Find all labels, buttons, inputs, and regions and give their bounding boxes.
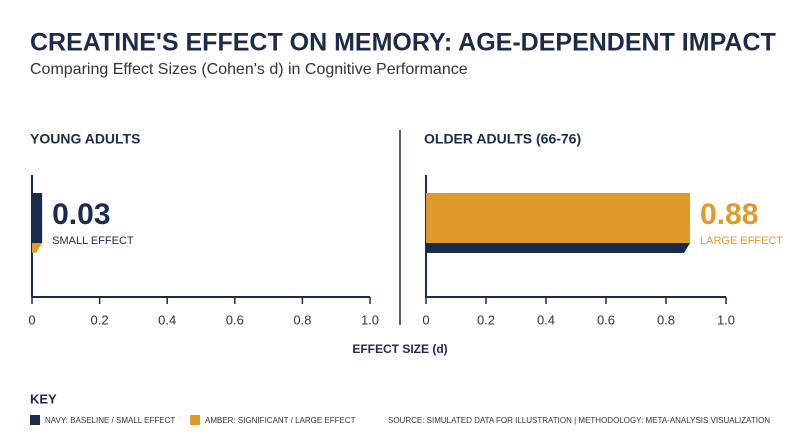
title: CREATINE'S EFFECT ON MEMORY: AGE-DEPENDE… — [30, 29, 776, 57]
x-tick-label: 0 — [28, 312, 35, 327]
value-label: 0.88 — [700, 198, 758, 231]
subtitle: Comparing Effect Sizes (Cohen's d) in Co… — [30, 61, 468, 78]
key-title: KEY — [30, 391, 57, 406]
x-tick-label: 0.6 — [597, 312, 615, 327]
x-tick-label: 0.2 — [477, 312, 495, 327]
value-label: 0.03 — [52, 198, 110, 231]
bar — [426, 193, 690, 243]
x-tick-label: 0.2 — [91, 312, 109, 327]
x-tick-label: 0.4 — [537, 312, 555, 327]
annotation: LARGE EFFECT — [700, 235, 783, 247]
x-tick-label: 0.4 — [158, 312, 176, 327]
key-swatch — [190, 415, 200, 425]
key-label: NAVY: BASELINE / SMALL EFFECT — [45, 416, 175, 425]
panel-title: OLDER ADULTS (66-76) — [424, 131, 581, 147]
x-tick-label: 0 — [422, 312, 429, 327]
x-axis-label: EFFECT SIZE (d) — [352, 342, 447, 356]
x-tick-label: 0.8 — [293, 312, 311, 327]
key-swatch — [30, 415, 40, 425]
bar-shadow — [32, 243, 43, 253]
bar — [32, 193, 43, 243]
x-tick-label: 0.6 — [226, 312, 244, 327]
bar-shadow — [426, 243, 690, 253]
x-tick-label: 0.8 — [657, 312, 675, 327]
x-tick-label: 1.0 — [717, 312, 735, 327]
x-tick-label: 1.0 — [361, 312, 379, 327]
annotation: SMALL EFFECT — [52, 235, 134, 247]
source: SOURCE: SIMULATED DATA FOR ILLUSTRATION … — [388, 416, 770, 425]
panel-title: YOUNG ADULTS — [30, 131, 140, 147]
key-label: AMBER: SIGNIFICANT / LARGE EFFECT — [205, 416, 356, 425]
